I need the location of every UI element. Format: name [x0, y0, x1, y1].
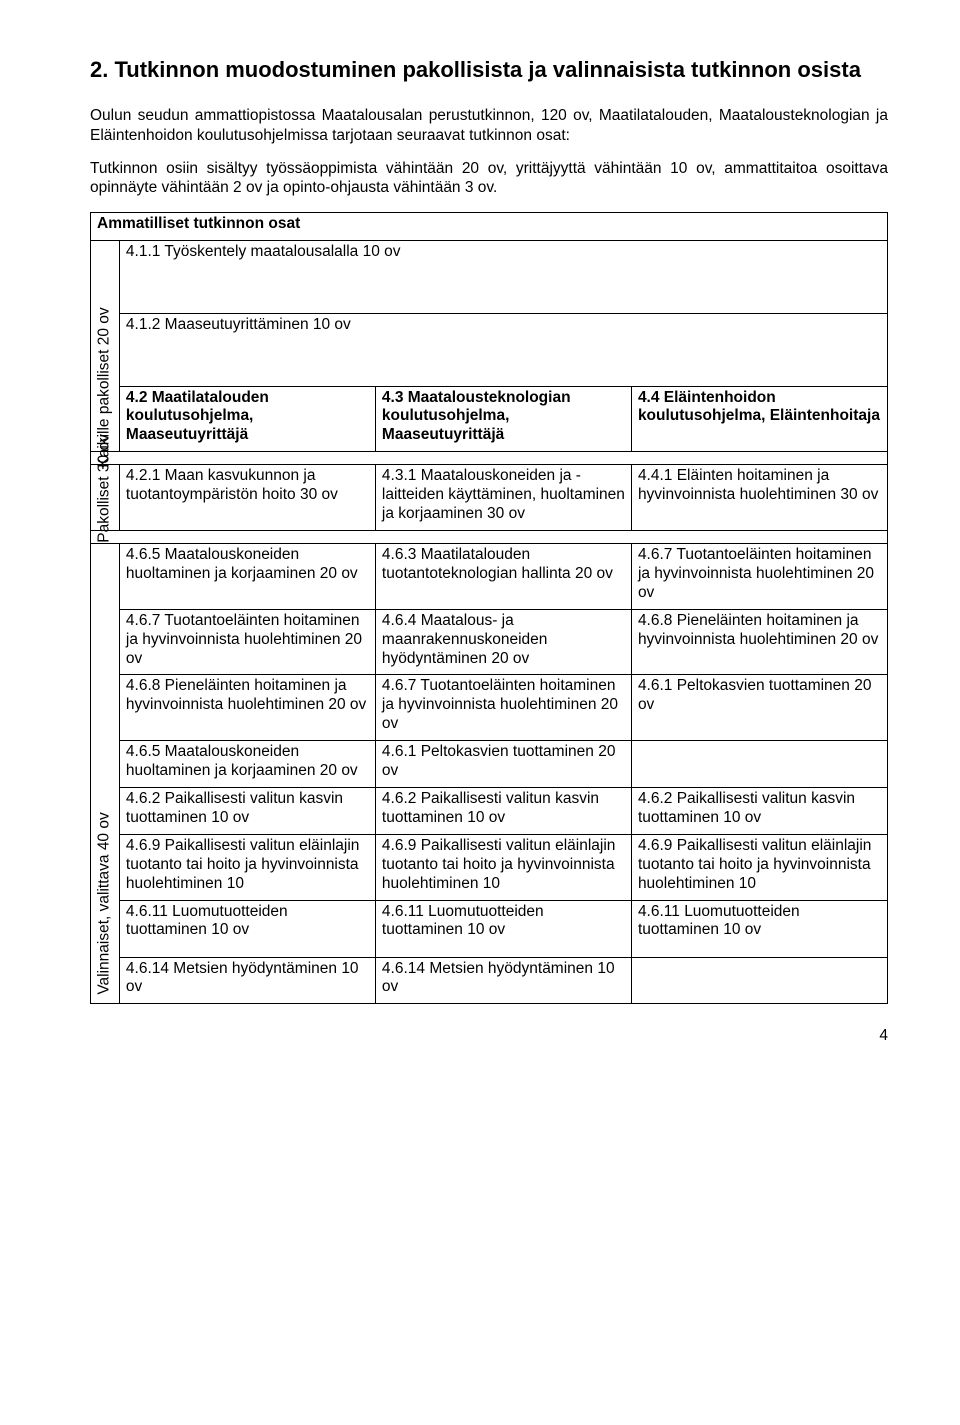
vert-text: Valinnaiset, valittava 40 ov	[96, 813, 115, 995]
page-number: 4	[90, 1026, 888, 1045]
spacer-row	[91, 531, 888, 544]
prog-header-2: 4.3 Maatalousteknologian koulutusohjelma…	[375, 386, 631, 452]
table-cell: 4.6.7 Tuotantoeläinten hoitaminen ja hyv…	[119, 609, 375, 675]
intro-para-2: Tutkinnon osiin sisältyy työssäoppimista…	[90, 159, 888, 198]
table-cell: 4.6.3 Maatilatalouden tuotantoteknologia…	[375, 544, 631, 610]
table-cell: 4.6.8 Pieneläinten hoitaminen ja hyvinvo…	[119, 675, 375, 741]
table-cell: 4.6.5 Maatalouskoneiden huoltaminen ja k…	[119, 741, 375, 788]
table-cell: 4.6.7 Tuotantoeläinten hoitaminen ja hyv…	[631, 544, 887, 610]
vert-label-elective: Valinnaiset, valittava 40 ov	[91, 544, 120, 1004]
prog-header-1: 4.2 Maatilatalouden koulutusohjelma, Maa…	[119, 386, 375, 452]
table-cell: 4.6.7 Tuotantoeläinten hoitaminen ja hyv…	[375, 675, 631, 741]
table-cell: 4.6.4 Maatalous- ja maanrakennuskoneiden…	[375, 609, 631, 675]
vert-label-mandatory: Pakolliset 30 ov	[91, 465, 120, 531]
mandatory-c3: 4.4.1 Eläinten hoitaminen ja hyvinvoinni…	[631, 465, 887, 531]
page-title: 2. Tutkinnon muodostuminen pakollisista …	[90, 56, 888, 84]
table-cell-empty	[631, 741, 887, 788]
mandatory-c1: 4.2.1 Maan kasvukunnon ja tuotantoympäri…	[119, 465, 375, 531]
intro-para-1: Oulun seudun ammattiopistossa Maatalousa…	[90, 106, 888, 145]
table-cell: 4.6.9 Paikallisesti valitun eläinlajin t…	[375, 834, 631, 900]
table-cell: 4.6.2 Paikallisesti valitun kasvin tuott…	[119, 787, 375, 834]
table-cell: 4.6.2 Paikallisesti valitun kasvin tuott…	[375, 787, 631, 834]
vert-label-common: Kaikille pakolliset 20 ov	[91, 240, 120, 452]
table-cell: 4.6.11 Luomutuotteiden tuottaminen 10 ov	[375, 900, 631, 957]
table-cell: 4.6.14 Metsien hyödyntäminen 10 ov	[119, 957, 375, 1004]
prog-header-3: 4.4 Eläintenhoidon koulutusohjelma, Eläi…	[631, 386, 887, 452]
vert-text: Pakolliset 30 ov	[96, 434, 115, 543]
curriculum-table: Ammatilliset tutkinnon osat Kaikille pak…	[90, 212, 888, 1005]
table-cell: 4.6.2 Paikallisesti valitun kasvin tuott…	[631, 787, 887, 834]
mandatory-c2: 4.3.1 Maatalouskoneiden ja -laitteiden k…	[375, 465, 631, 531]
common-row-1: 4.1.1 Työskentely maatalousalalla 10 ov	[119, 240, 887, 313]
table-cell: 4.6.9 Paikallisesti valitun eläinlajin t…	[119, 834, 375, 900]
table-cell: 4.6.8 Pieneläinten hoitaminen ja hyvinvo…	[631, 609, 887, 675]
table-cell: 4.6.14 Metsien hyödyntäminen 10 ov	[375, 957, 631, 1004]
section-header: Ammatilliset tutkinnon osat	[91, 212, 888, 240]
table-cell: 4.6.1 Peltokasvien tuottaminen 20 ov	[375, 741, 631, 788]
table-cell: 4.6.11 Luomutuotteiden tuottaminen 10 ov	[119, 900, 375, 957]
spacer-row	[91, 452, 888, 465]
table-cell: 4.6.1 Peltokasvien tuottaminen 20 ov	[631, 675, 887, 741]
table-cell: 4.6.9 Paikallisesti valitun eläinlajin t…	[631, 834, 887, 900]
table-cell: 4.6.5 Maatalouskoneiden huoltaminen ja k…	[119, 544, 375, 610]
common-row-2: 4.1.2 Maaseutuyrittäminen 10 ov	[119, 313, 887, 386]
table-cell: 4.6.11 Luomutuotteiden tuottaminen 10 ov	[631, 900, 887, 957]
table-cell-empty	[631, 957, 887, 1004]
